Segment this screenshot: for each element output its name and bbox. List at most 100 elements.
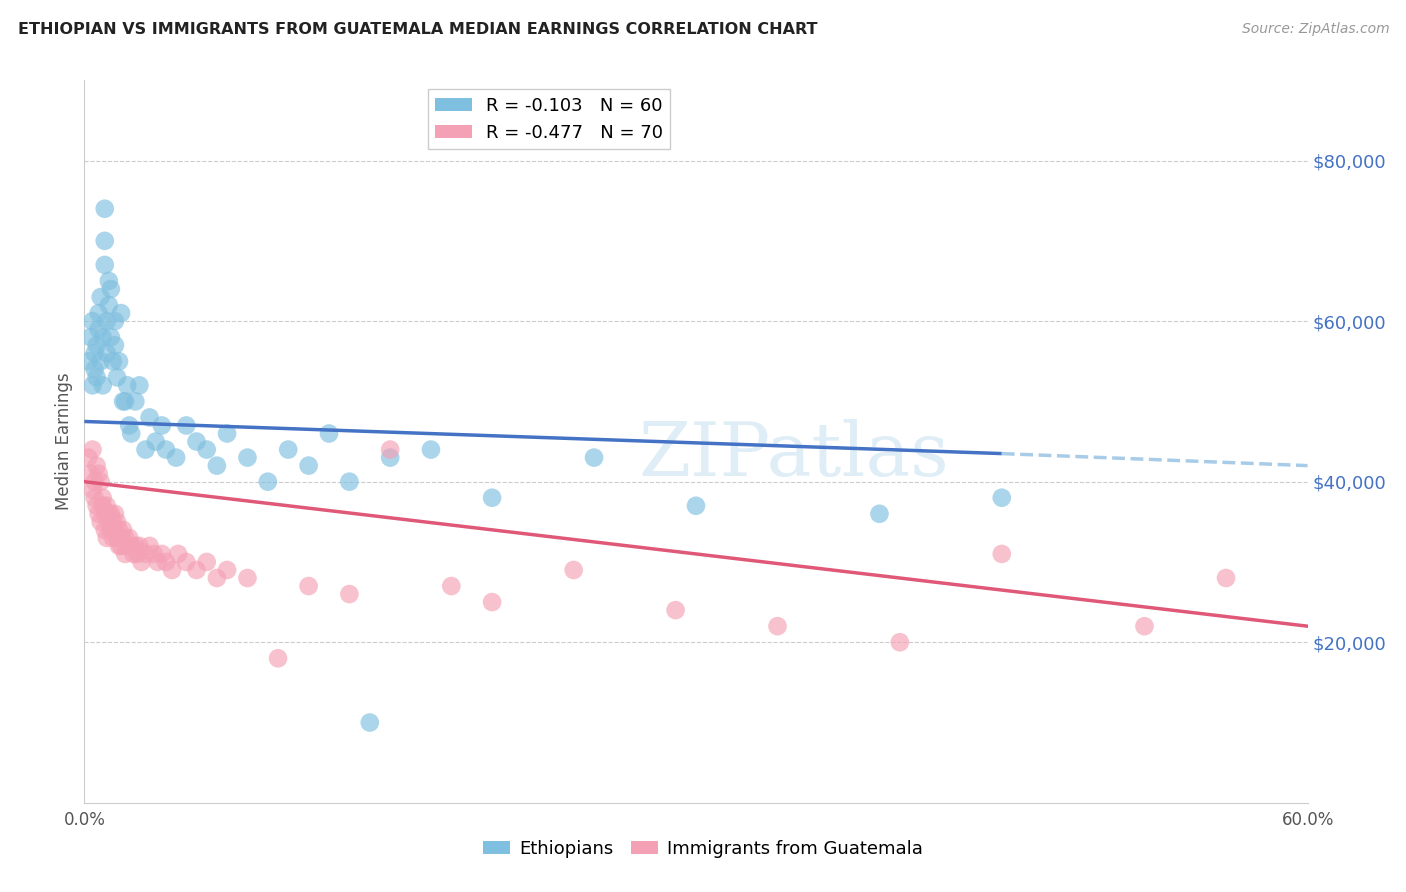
Point — [93, 202, 115, 216]
Point — [112, 523, 135, 537]
Legend: Ethiopians, Immigrants from Guatemala: Ethiopians, Immigrants from Guatemala — [475, 833, 931, 865]
Point — [118, 531, 141, 545]
Point — [90, 475, 112, 489]
Point — [97, 507, 120, 521]
Point — [96, 346, 118, 360]
Point — [93, 523, 115, 537]
Point — [120, 426, 142, 441]
Point — [97, 298, 120, 312]
Y-axis label: Median Earnings: Median Earnings — [55, 373, 73, 510]
Point — [82, 314, 104, 328]
Point — [124, 394, 146, 409]
Point — [127, 547, 149, 561]
Point — [766, 619, 789, 633]
Point — [298, 579, 321, 593]
Point — [186, 563, 208, 577]
Point — [277, 442, 299, 457]
Point — [160, 563, 183, 577]
Point — [217, 426, 239, 441]
Point — [114, 547, 136, 561]
Point — [205, 571, 228, 585]
Point — [122, 547, 145, 561]
Point — [165, 450, 187, 465]
Point — [82, 442, 104, 457]
Point — [101, 531, 124, 545]
Point — [91, 499, 114, 513]
Point — [380, 442, 402, 457]
Point — [105, 515, 128, 529]
Point — [79, 467, 101, 481]
Point — [991, 491, 1014, 505]
Point — [114, 531, 136, 545]
Point — [90, 515, 112, 529]
Point — [93, 507, 115, 521]
Point — [91, 330, 114, 344]
Point — [96, 531, 118, 545]
Point — [195, 555, 218, 569]
Point — [665, 603, 688, 617]
Point — [145, 434, 167, 449]
Point — [104, 338, 127, 352]
Point — [142, 547, 165, 561]
Point — [115, 378, 138, 392]
Point — [889, 635, 911, 649]
Point — [101, 354, 124, 368]
Point — [87, 322, 110, 336]
Point — [90, 290, 112, 304]
Point — [359, 715, 381, 730]
Point — [105, 531, 128, 545]
Point — [167, 547, 190, 561]
Point — [77, 450, 100, 465]
Point — [110, 531, 132, 545]
Point — [257, 475, 280, 489]
Point — [135, 547, 157, 561]
Text: Source: ZipAtlas.com: Source: ZipAtlas.com — [1241, 22, 1389, 37]
Point — [481, 491, 503, 505]
Point — [420, 442, 443, 457]
Point — [380, 450, 402, 465]
Point — [87, 306, 110, 320]
Point — [267, 651, 290, 665]
Point — [146, 555, 169, 569]
Point — [135, 442, 157, 457]
Point — [115, 539, 138, 553]
Point — [120, 539, 142, 553]
Point — [86, 458, 108, 473]
Point — [77, 354, 100, 368]
Point — [186, 434, 208, 449]
Point — [96, 499, 118, 513]
Point — [90, 354, 112, 368]
Point — [583, 450, 606, 465]
Point — [110, 539, 132, 553]
Point — [150, 547, 173, 561]
Point — [155, 442, 177, 457]
Point — [97, 274, 120, 288]
Point — [174, 418, 197, 433]
Point — [150, 418, 173, 433]
Point — [991, 547, 1014, 561]
Point — [1133, 619, 1156, 633]
Point — [108, 523, 131, 537]
Point — [104, 314, 127, 328]
Point — [128, 378, 150, 392]
Point — [82, 483, 104, 497]
Point — [83, 491, 105, 505]
Point — [138, 410, 160, 425]
Text: ETHIOPIAN VS IMMIGRANTS FROM GUATEMALA MEDIAN EARNINGS CORRELATION CHART: ETHIOPIAN VS IMMIGRANTS FROM GUATEMALA M… — [18, 22, 818, 37]
Point — [236, 450, 259, 465]
Point — [86, 499, 108, 513]
Point — [110, 306, 132, 320]
Point — [339, 475, 361, 489]
Point — [118, 418, 141, 433]
Point — [124, 539, 146, 553]
Point — [298, 458, 321, 473]
Point — [155, 555, 177, 569]
Point — [108, 539, 131, 553]
Point — [440, 579, 463, 593]
Point — [100, 282, 122, 296]
Point — [131, 555, 153, 569]
Point — [1215, 571, 1237, 585]
Point — [339, 587, 361, 601]
Point — [869, 507, 891, 521]
Point — [86, 338, 108, 352]
